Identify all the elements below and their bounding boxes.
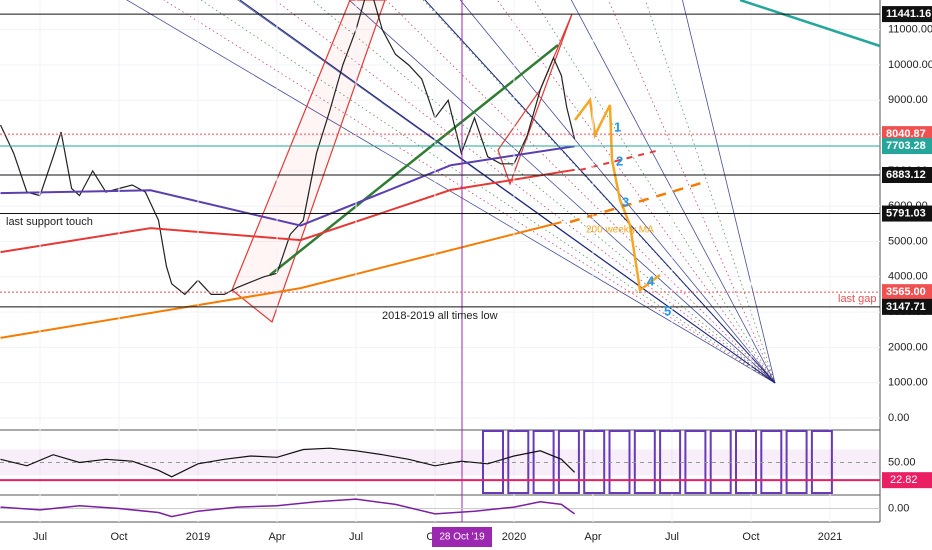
level-tag xyxy=(882,298,932,315)
x-tick-label: Jul xyxy=(349,531,363,543)
level-tag xyxy=(882,472,932,489)
x-tick-label: Oct xyxy=(110,531,127,543)
y-tick-label: 0.00 xyxy=(888,502,909,514)
level-label: 8040.87 xyxy=(886,128,926,140)
fan-line xyxy=(644,0,776,384)
level-label: 5791.03 xyxy=(886,207,926,219)
fan-line xyxy=(239,0,776,384)
annotation: 3 xyxy=(622,194,629,209)
fan-line xyxy=(200,0,776,384)
fan-line xyxy=(682,0,776,384)
fan-line xyxy=(385,0,776,384)
level-label: 3147.71 xyxy=(886,301,926,313)
projection xyxy=(574,96,661,293)
x-tick-label: Apr xyxy=(268,531,285,543)
x-tick-label: 2020 xyxy=(502,531,526,543)
y-tick-label: 0.00 xyxy=(888,412,909,424)
price-line xyxy=(0,168,575,254)
x-tick-label: Jul xyxy=(33,531,47,543)
annotation: 2018-2019 all times low xyxy=(382,310,498,322)
cursor-tag xyxy=(432,527,492,547)
y-tick-label: 50.00 xyxy=(888,456,916,468)
level-tag xyxy=(882,205,932,222)
annotation: 2 xyxy=(616,153,623,168)
annotation: last support touch xyxy=(6,216,93,228)
rsi-line xyxy=(0,447,576,478)
annotation: last gap xyxy=(838,293,877,305)
level-label: 11441.16 xyxy=(886,8,931,20)
level-label: 3565.00 xyxy=(886,286,926,298)
macd-line xyxy=(0,498,576,518)
x-tick-label: 2021 xyxy=(818,531,842,543)
y-tick-label: 2000.00 xyxy=(888,341,928,353)
level-label: 7703.28 xyxy=(886,140,926,152)
fan-line xyxy=(459,0,776,384)
y-tick-label: 10000.00 xyxy=(888,59,932,71)
annotation: 5 xyxy=(664,303,671,318)
level-tag xyxy=(882,6,932,23)
y-tick-label: 4000.00 xyxy=(888,271,928,283)
channel xyxy=(231,0,386,323)
annotation: 200 weekly MA xyxy=(586,225,654,236)
x-tick-label: Apr xyxy=(584,531,601,543)
x-tick-label: 2019 xyxy=(186,531,210,543)
annotation: 1 xyxy=(614,119,621,134)
level-tag xyxy=(882,138,932,155)
rsi-label: 22.82 xyxy=(890,474,918,486)
price-line xyxy=(0,145,575,227)
fan-line xyxy=(422,0,776,384)
y-tick-label: 1000.00 xyxy=(888,377,928,389)
fan-line xyxy=(570,0,776,384)
main-panel xyxy=(0,0,880,419)
trend-line xyxy=(739,0,881,48)
level-label: 6883.12 xyxy=(886,169,926,181)
fan-line xyxy=(311,0,776,384)
trend-line xyxy=(269,44,559,276)
y-tick-label: 5000.00 xyxy=(888,235,928,247)
level-tag xyxy=(882,284,932,301)
fan-line xyxy=(424,0,776,384)
fan-line xyxy=(126,0,776,384)
x-tick-label: Oct xyxy=(742,531,759,543)
price-line xyxy=(0,221,562,339)
level-tag xyxy=(882,166,932,183)
y-tick-label: 9000.00 xyxy=(888,94,928,106)
annotation: 4 xyxy=(647,273,655,288)
cursor-label: 28 Oct '19 xyxy=(439,532,485,543)
fan-line xyxy=(348,0,776,384)
y-tick-label: 11000.00 xyxy=(888,24,932,36)
x-tick-label: Jul xyxy=(665,531,679,543)
fan-line xyxy=(533,0,776,384)
